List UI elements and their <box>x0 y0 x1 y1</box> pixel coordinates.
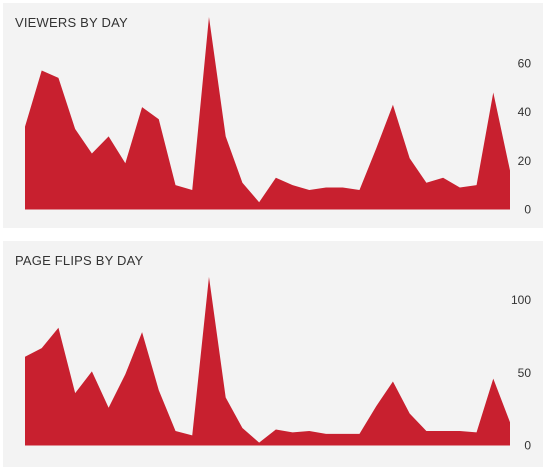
y-tick-label: 0 <box>524 203 531 217</box>
series-area <box>25 276 510 446</box>
viewers-chart-panel: VIEWERS BY DAY 0 20 40 60 <box>3 3 543 228</box>
series-area <box>25 16 510 210</box>
viewers-chart: 0 20 40 60 <box>25 16 532 217</box>
chart-title: VIEWERS BY DAY <box>15 15 128 30</box>
page-flips-chart: 0 50 100 <box>25 276 532 453</box>
y-tick-label: 100 <box>511 293 531 307</box>
page-flips-chart-panel: PAGE FLIPS BY DAY 0 50 100 <box>3 241 543 467</box>
y-tick-label: 60 <box>518 56 532 70</box>
y-tick-label: 40 <box>518 105 532 119</box>
y-tick-label: 50 <box>518 366 532 380</box>
y-tick-label: 20 <box>518 154 532 168</box>
chart-title: PAGE FLIPS BY DAY <box>15 253 144 268</box>
y-tick-label: 0 <box>524 439 531 453</box>
